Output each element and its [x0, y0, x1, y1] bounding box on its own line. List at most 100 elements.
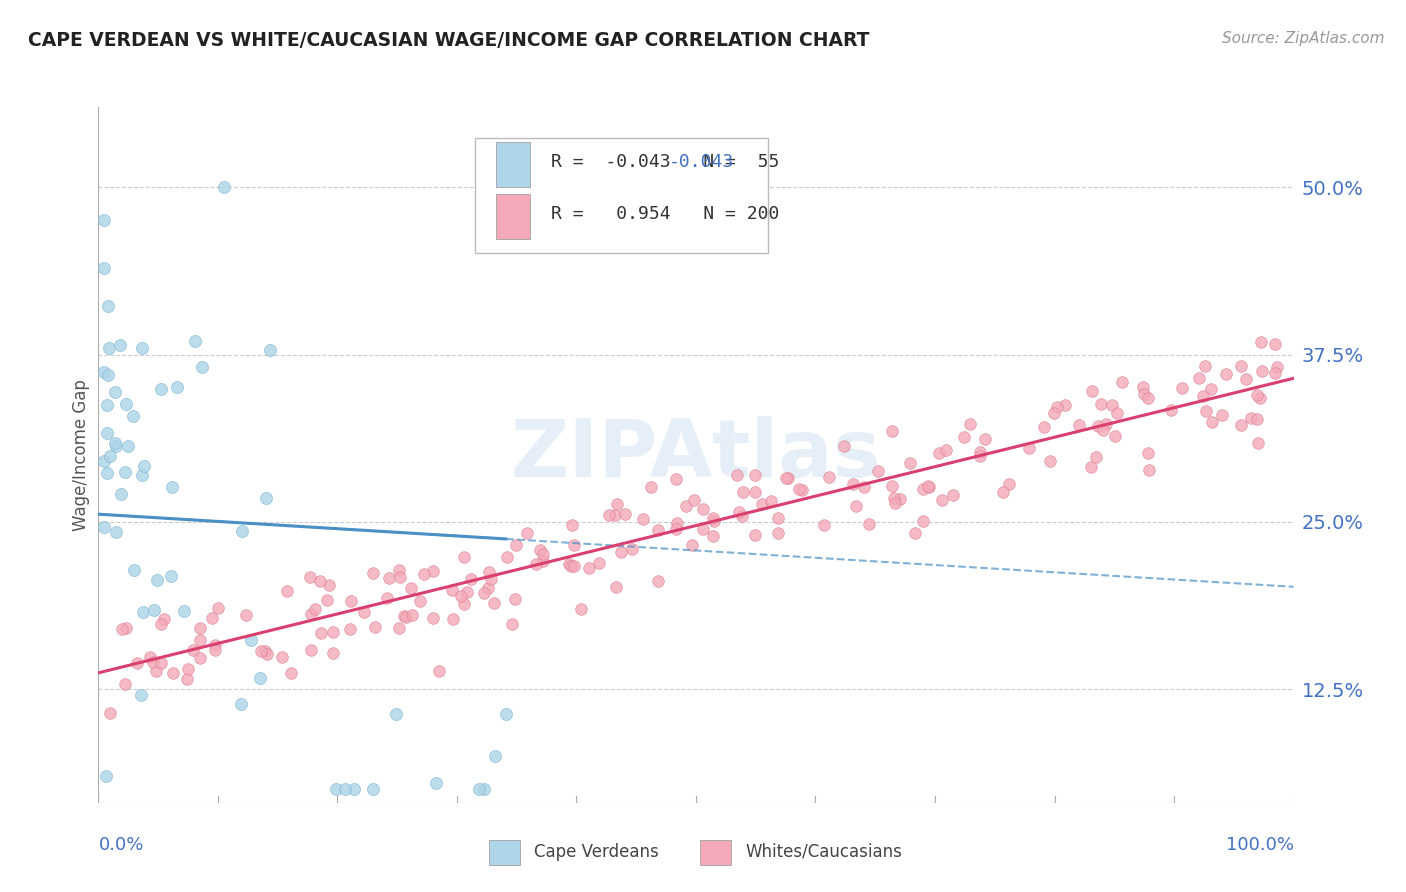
- Point: [666, 516, 689, 530]
- Point: [495, 550, 517, 565]
- Point: [1133, 386, 1156, 401]
- Text: -0.043: -0.043: [668, 153, 734, 171]
- Point: [453, 597, 475, 611]
- Point: [304, 602, 326, 616]
- Point: [93, 365, 115, 379]
- Point: [866, 464, 889, 478]
- Point: [104, 385, 127, 400]
- Point: [97, 299, 120, 313]
- Point: [204, 642, 226, 657]
- Point: [1054, 398, 1077, 412]
- Point: [98, 450, 121, 464]
- Point: [479, 573, 502, 587]
- Point: [468, 782, 491, 797]
- Point: [562, 559, 585, 574]
- Point: [1194, 359, 1216, 374]
- Point: [125, 656, 148, 670]
- Point: [1215, 367, 1237, 381]
- Point: [361, 782, 384, 797]
- Point: [160, 480, 183, 494]
- Point: [1230, 417, 1253, 432]
- Point: [744, 484, 766, 499]
- Point: [280, 665, 302, 680]
- Point: [501, 616, 523, 631]
- Point: [744, 467, 766, 482]
- Point: [832, 439, 855, 453]
- Point: [880, 479, 903, 493]
- Point: [969, 445, 991, 459]
- Point: [375, 591, 398, 606]
- Point: [1265, 359, 1288, 374]
- Point: [363, 566, 385, 580]
- Point: [270, 650, 292, 665]
- Point: [150, 382, 173, 396]
- Point: [104, 439, 127, 453]
- Point: [183, 334, 205, 348]
- Text: 100.0%: 100.0%: [1226, 837, 1294, 855]
- Text: Whites/Caucasians: Whites/Caucasians: [745, 843, 903, 861]
- Point: [322, 646, 344, 660]
- Point: [93, 213, 115, 227]
- Point: [665, 522, 688, 536]
- Point: [114, 622, 136, 636]
- Point: [889, 491, 911, 506]
- Point: [1132, 379, 1154, 393]
- Point: [1092, 423, 1115, 437]
- Point: [1095, 417, 1118, 431]
- Point: [249, 671, 271, 685]
- Point: [114, 676, 136, 690]
- Point: [560, 559, 582, 574]
- Point: [692, 522, 714, 536]
- Point: [299, 570, 322, 584]
- Point: [401, 581, 423, 595]
- Point: [132, 459, 155, 474]
- Point: [276, 584, 298, 599]
- Point: [413, 567, 436, 582]
- Point: [759, 494, 782, 508]
- Point: [1039, 454, 1062, 468]
- Point: [388, 570, 411, 584]
- Point: [190, 650, 212, 665]
- Point: [647, 574, 669, 588]
- Point: [122, 409, 145, 423]
- Point: [621, 542, 644, 557]
- Point: [472, 586, 495, 600]
- Point: [959, 417, 981, 432]
- Text: Source: ZipAtlas.com: Source: ZipAtlas.com: [1222, 31, 1385, 46]
- Point: [333, 782, 356, 797]
- Point: [100, 706, 122, 720]
- Point: [142, 655, 165, 669]
- Bar: [496, 142, 530, 187]
- Point: [472, 782, 495, 797]
- Point: [440, 583, 463, 598]
- Point: [1018, 442, 1040, 456]
- Point: [776, 471, 799, 485]
- Point: [339, 622, 361, 636]
- Point: [1246, 412, 1268, 426]
- Point: [744, 528, 766, 542]
- Point: [93, 520, 115, 534]
- Point: [181, 643, 204, 657]
- Point: [93, 454, 115, 468]
- Point: [110, 338, 132, 352]
- Point: [1239, 410, 1261, 425]
- Point: [214, 180, 236, 194]
- Point: [598, 508, 620, 522]
- Point: [166, 380, 188, 394]
- Text: CAPE VERDEAN VS WHITE/CAUCASIAN WAGE/INCOME GAP CORRELATION CHART: CAPE VERDEAN VS WHITE/CAUCASIAN WAGE/INC…: [28, 31, 870, 50]
- Point: [456, 585, 478, 599]
- Point: [301, 607, 323, 622]
- Point: [162, 665, 184, 680]
- Point: [766, 525, 789, 540]
- Point: [146, 573, 169, 587]
- Point: [139, 650, 162, 665]
- Point: [787, 482, 810, 496]
- Point: [318, 578, 340, 592]
- Point: [1211, 408, 1233, 422]
- Point: [98, 341, 121, 355]
- Point: [883, 491, 905, 506]
- Bar: [496, 194, 530, 239]
- Point: [702, 511, 724, 525]
- Point: [631, 512, 654, 526]
- Point: [495, 706, 517, 721]
